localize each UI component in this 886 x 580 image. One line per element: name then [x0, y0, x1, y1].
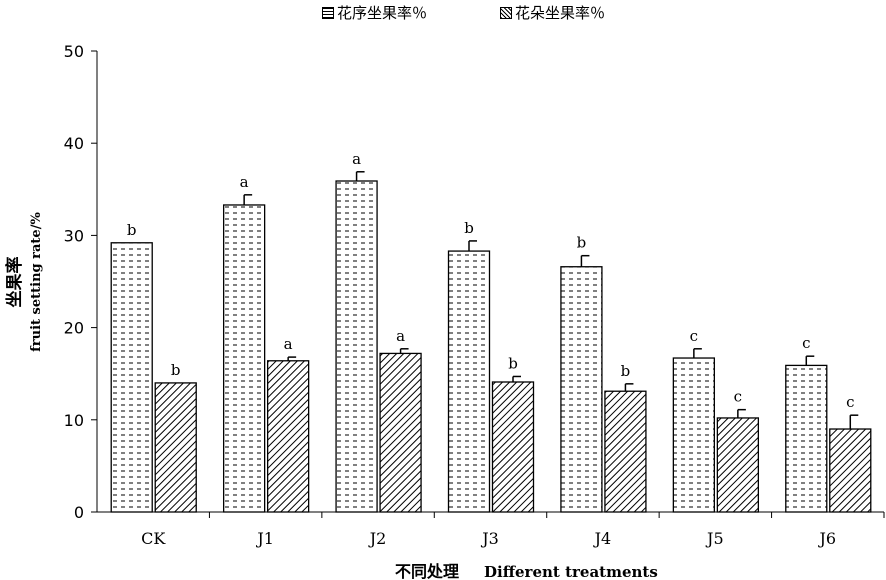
significance-letter: b — [621, 362, 631, 380]
x-tick-label: J6 — [817, 529, 836, 548]
bar — [222, 204, 266, 513]
legend-item-1: 花朵坐果率％ — [500, 2, 605, 23]
x-tick-label: J4 — [593, 529, 612, 548]
legend-item-0: 花序坐果率％ — [322, 2, 427, 23]
significance-letter: c — [846, 393, 854, 411]
bar — [829, 428, 872, 513]
y-tick-label: 10 — [64, 411, 84, 430]
y-tick-label: 40 — [64, 134, 84, 153]
bar — [672, 357, 716, 513]
x-axis-label-cn: 不同处理 — [395, 562, 459, 580]
bar — [110, 242, 153, 513]
significance-letter: c — [734, 388, 742, 406]
y-tick-label: 20 — [64, 319, 84, 338]
significance-letter: b — [127, 221, 137, 239]
bar — [154, 382, 197, 513]
y-axis-label-en: fruit setting rate/% — [29, 212, 44, 352]
bar — [447, 250, 491, 513]
significance-letter: b — [577, 234, 587, 252]
bar — [560, 266, 603, 513]
significance-letter: b — [464, 219, 474, 237]
bar — [716, 417, 760, 513]
bar — [604, 390, 647, 513]
significance-letter: b — [171, 361, 181, 379]
legend-swatch-dotted — [322, 7, 334, 19]
bar — [379, 352, 422, 513]
x-tick-label: CK — [141, 529, 166, 548]
y-tick-label: 50 — [64, 42, 84, 61]
y-tick-label: 0 — [74, 503, 84, 522]
y-tick-label: 30 — [64, 226, 84, 245]
significance-letter: a — [284, 335, 293, 353]
y-axis-label-cn: 坐果率 — [4, 257, 25, 308]
x-tick-label: J2 — [368, 529, 387, 548]
significance-letter: c — [802, 334, 810, 352]
bar — [266, 360, 310, 513]
x-axis-label-en: Different treatments — [484, 563, 658, 580]
significance-letter: a — [240, 173, 249, 191]
significance-letter: b — [508, 354, 518, 372]
x-tick-label: J1 — [255, 529, 274, 548]
significance-letter: c — [690, 327, 698, 345]
legend-swatch-hatched — [500, 7, 512, 19]
bar — [785, 364, 828, 513]
significance-letter: a — [396, 327, 405, 345]
significance-letter: a — [352, 150, 361, 168]
bar — [491, 381, 535, 513]
x-tick-label: J5 — [705, 529, 724, 548]
legend-label-0: 花序坐果率％ — [337, 4, 428, 22]
legend-label-1: 花朵坐果率％ — [515, 4, 606, 22]
x-tick-label: J3 — [480, 529, 499, 548]
bar — [335, 180, 378, 513]
